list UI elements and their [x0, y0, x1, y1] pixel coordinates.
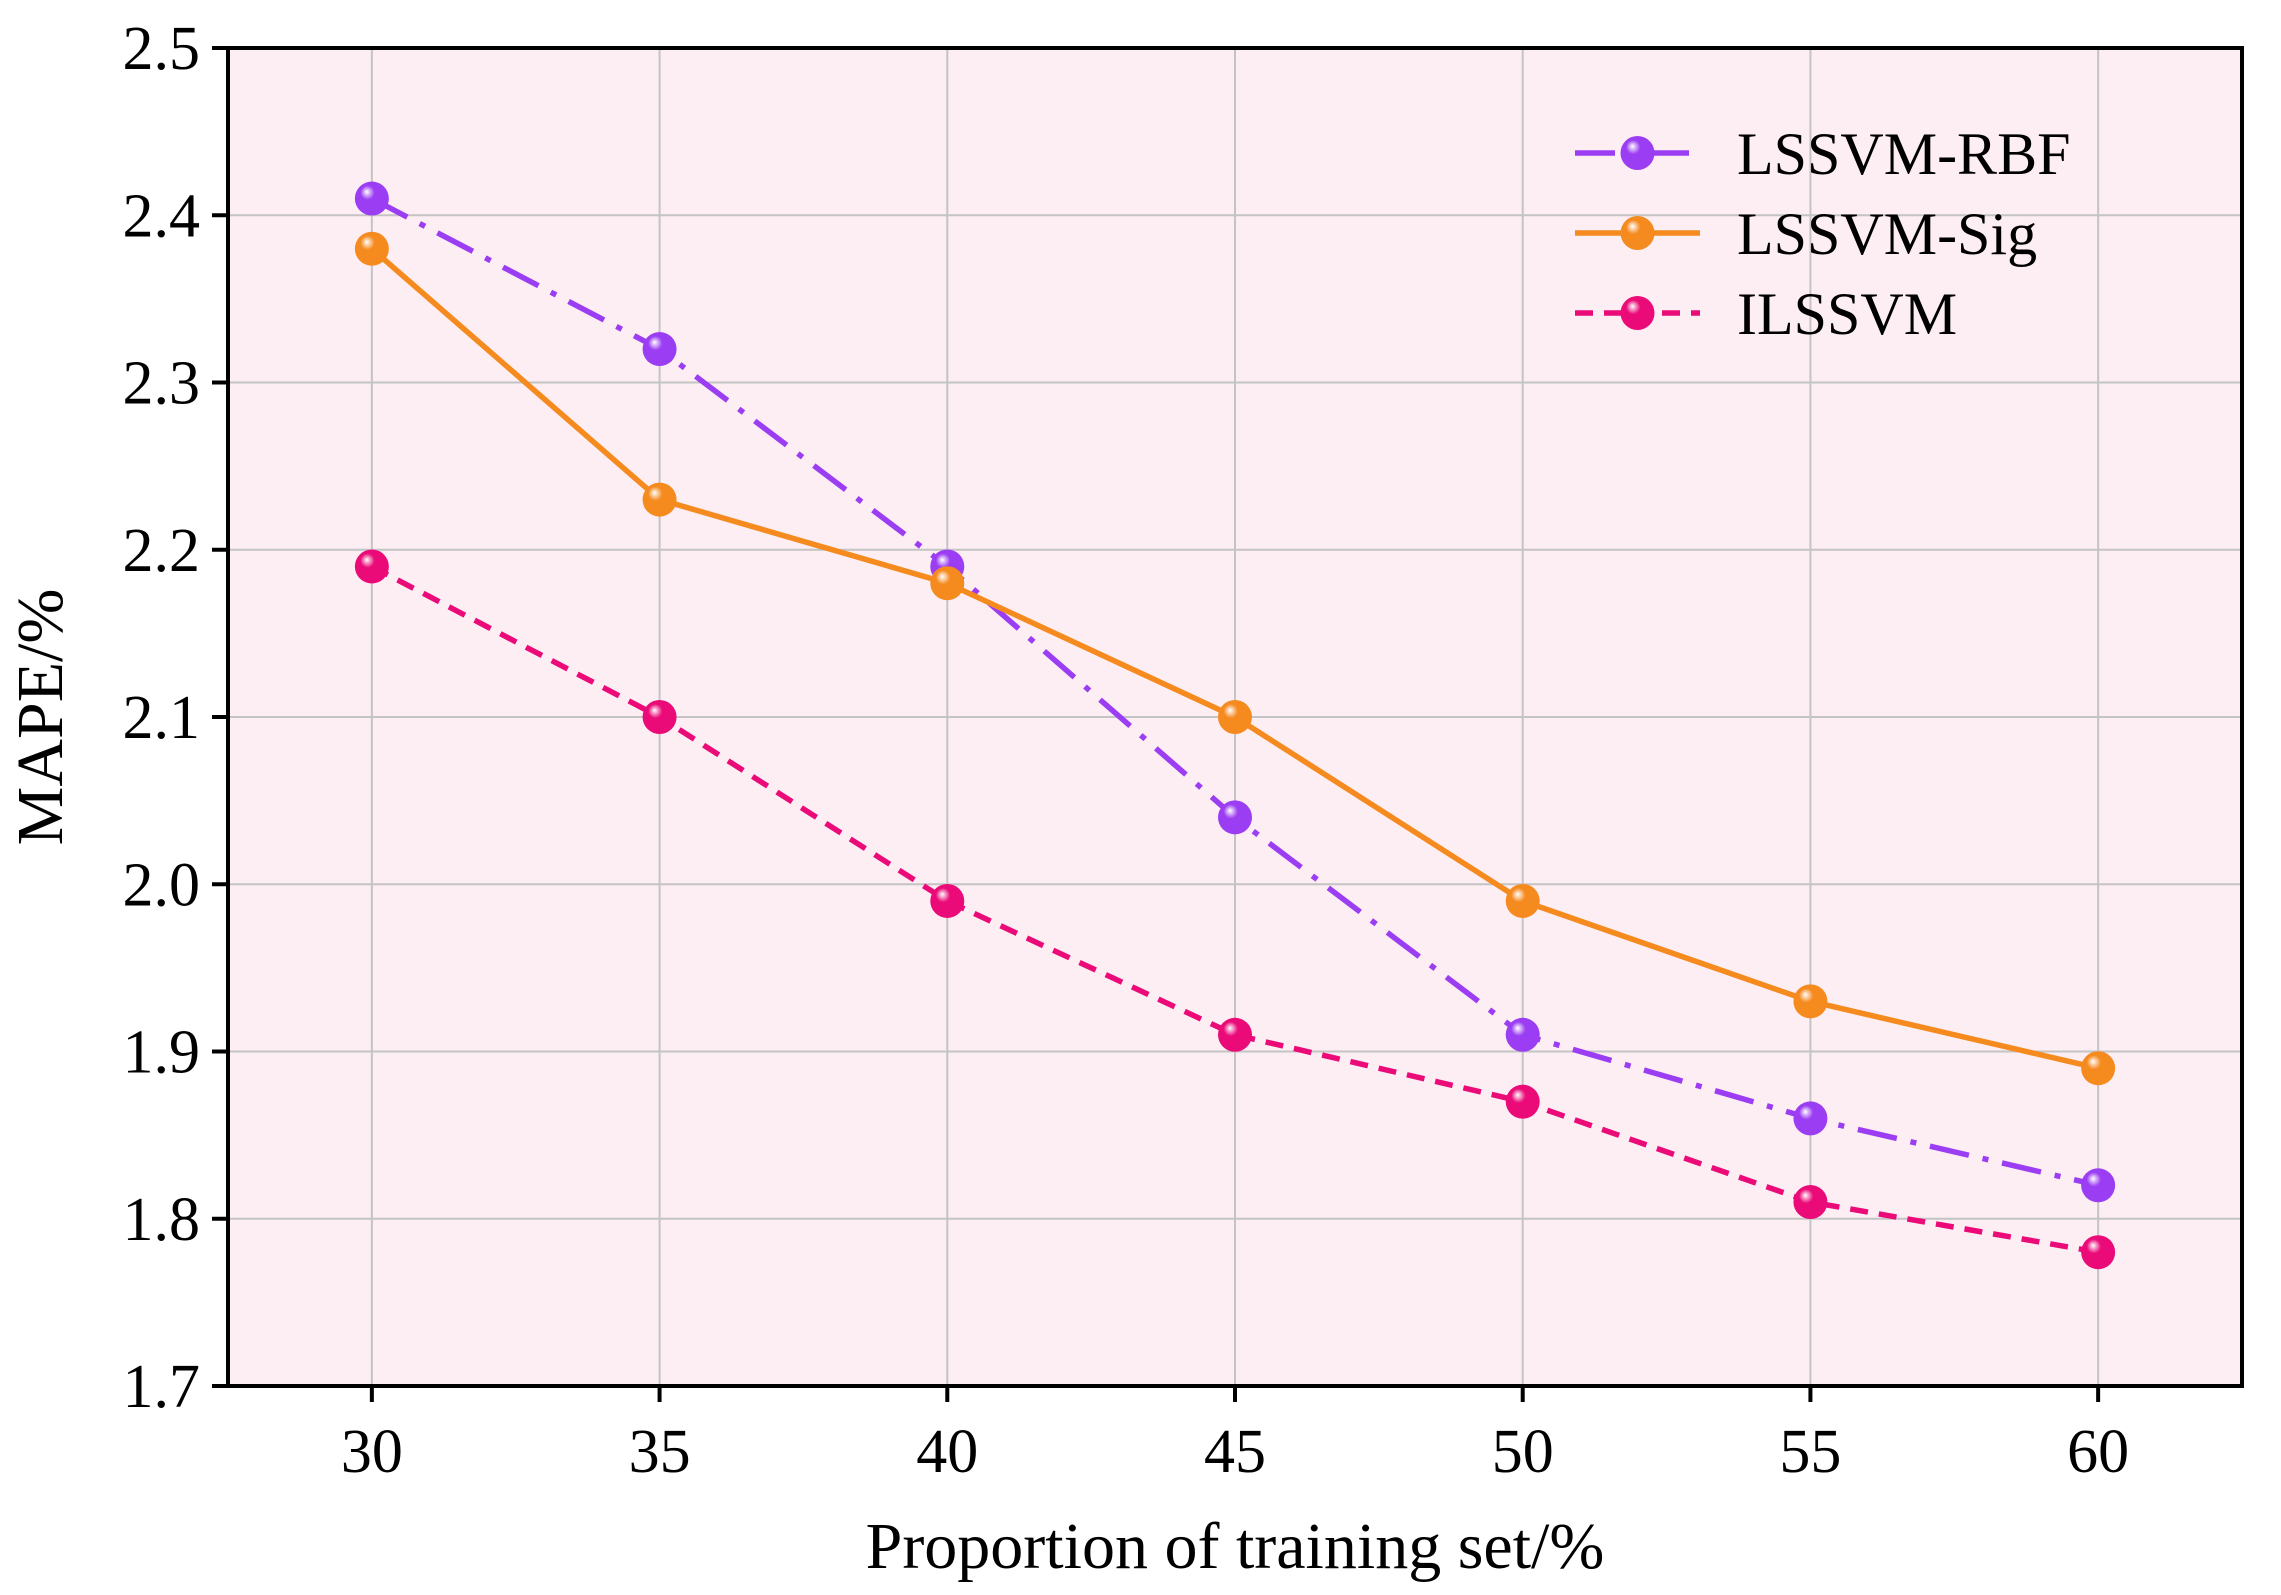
data-point-lssvm-rbf	[2081, 1168, 2116, 1203]
legend: LSSVM-RBF LSSVM-Sig ILSSVM	[1575, 121, 2070, 347]
data-point-ilssvm	[354, 549, 389, 584]
data-point-lssvm-sig	[642, 482, 677, 517]
legend-marker-lssvm-rbf	[1620, 136, 1655, 170]
legend-label-ilssvm: ILSSVM	[1737, 281, 1957, 347]
y-tick-label: 2.3	[123, 350, 201, 418]
data-point-ilssvm	[1505, 1084, 1540, 1119]
data-point-lssvm-rbf	[1793, 1101, 1828, 1136]
data-point-ilssvm	[930, 883, 965, 918]
x-tick-label: 30	[341, 1418, 403, 1486]
x-tick-label: 35	[629, 1418, 691, 1486]
data-point-lssvm-rbf	[642, 332, 677, 367]
series-markers	[354, 181, 2116, 1270]
data-point-lssvm-rbf	[1505, 1017, 1540, 1052]
axis-ticks: 30 35 40 45 50 55 60 1.7 1.8 1.9 2.0 2.1 2.2 2.3 2.4 2.…	[123, 15, 2130, 1486]
data-point-ilssvm	[1218, 1017, 1252, 1052]
legend-marker-ilssvm	[1620, 296, 1655, 330]
x-tick-label: 60	[2067, 1418, 2129, 1486]
x-tick-label: 45	[1204, 1418, 1266, 1486]
data-point-ilssvm	[1793, 1185, 1828, 1220]
y-tick-label: 2.0	[123, 851, 201, 919]
legend-marker-lssvm-sig	[1620, 216, 1655, 250]
y-tick-label: 2.2	[123, 517, 201, 585]
data-point-ilssvm	[2081, 1235, 2116, 1270]
y-tick-label: 2.1	[123, 684, 201, 752]
data-point-lssvm-sig	[1793, 984, 1828, 1019]
legend-label-lssvm-sig: LSSVM-Sig	[1737, 201, 2037, 267]
data-point-lssvm-rbf	[1218, 800, 1252, 835]
data-point-lssvm-sig	[354, 231, 389, 266]
x-axis-title: Proportion of training set/%	[866, 1510, 1605, 1583]
y-tick-label: 1.7	[123, 1353, 201, 1421]
data-point-lssvm-sig	[930, 566, 965, 601]
x-tick-label: 50	[1492, 1418, 1554, 1486]
data-point-lssvm-sig	[1218, 700, 1252, 734]
y-tick-label: 1.8	[123, 1186, 201, 1254]
x-tick-label: 55	[1779, 1418, 1841, 1486]
y-tick-label: 2.4	[123, 182, 201, 250]
y-tick-label: 2.5	[123, 15, 201, 83]
data-point-lssvm-rbf	[354, 181, 389, 216]
data-point-lssvm-sig	[2081, 1051, 2116, 1086]
data-point-lssvm-sig	[1505, 883, 1540, 918]
x-tick-label: 40	[916, 1418, 978, 1486]
data-point-ilssvm	[642, 700, 677, 734]
y-tick-label: 1.9	[123, 1019, 201, 1087]
y-axis-title: MAPE/%	[4, 589, 77, 846]
legend-label-lssvm-rbf: LSSVM-RBF	[1737, 121, 2070, 187]
